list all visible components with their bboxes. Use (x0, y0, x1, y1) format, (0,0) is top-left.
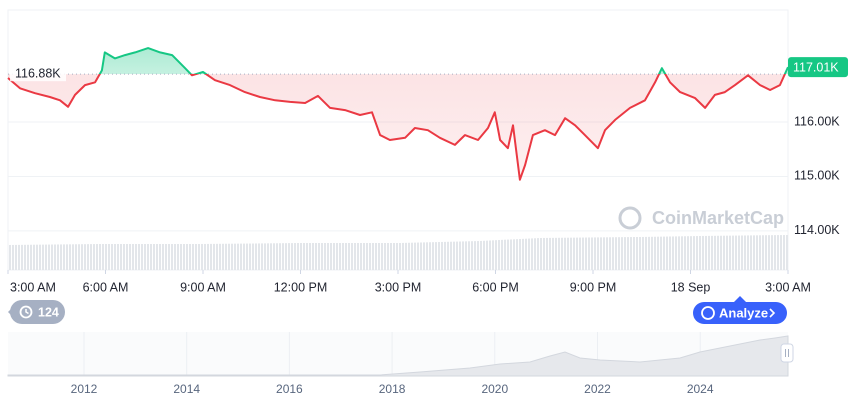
x-tick-label: 9:00 PM (570, 280, 617, 294)
y-tick-label: 116.00K (794, 114, 840, 128)
price-line (7, 47, 789, 181)
x-tick-label: 6:00 AM (83, 280, 129, 294)
last-price-label: 117.01K (793, 60, 839, 74)
x-tick-label: 6:00 PM (472, 280, 519, 294)
navigator-year: 2018 (379, 382, 406, 396)
baseline-label: 116.88K (15, 66, 61, 80)
history-badge[interactable]: 124 (8, 300, 65, 324)
x-tick-label: 12:00 PM (274, 280, 328, 294)
baseline-label-bg (10, 65, 66, 82)
handle-grip (785, 349, 789, 357)
x-tick-label: 18 Sep (671, 280, 711, 294)
area-fill (8, 48, 788, 180)
y-tick-label: 115.00K (794, 169, 840, 183)
navigator-handle[interactable] (780, 343, 794, 363)
last-price-tag (788, 57, 848, 78)
navigator-year: 2014 (173, 382, 200, 396)
button-label: Analyze (719, 305, 768, 320)
volume-bars (8, 235, 788, 270)
navigator-year: 2022 (584, 382, 611, 396)
x-tick-label: 9:00 AM (180, 280, 226, 294)
navigator-year: 2012 (71, 382, 98, 396)
navigator-year: 2020 (481, 382, 508, 396)
navigator-area (7, 335, 789, 377)
watermark-text: CoinMarketCap (652, 208, 784, 228)
x-tick-label: 3:00 AM (765, 280, 811, 294)
analyze-button[interactable]: Analyze (693, 296, 787, 324)
navigator-year: 2016 (276, 382, 303, 396)
x-tick-label: 3:00 PM (375, 280, 422, 294)
watermark: CoinMarketCap (618, 206, 784, 230)
x-tick-label: 3:00 AM (10, 280, 56, 294)
navigator-year: 2024 (687, 382, 714, 396)
history-count: 124 (38, 305, 59, 319)
y-tick-label: 114.00K (794, 223, 840, 237)
